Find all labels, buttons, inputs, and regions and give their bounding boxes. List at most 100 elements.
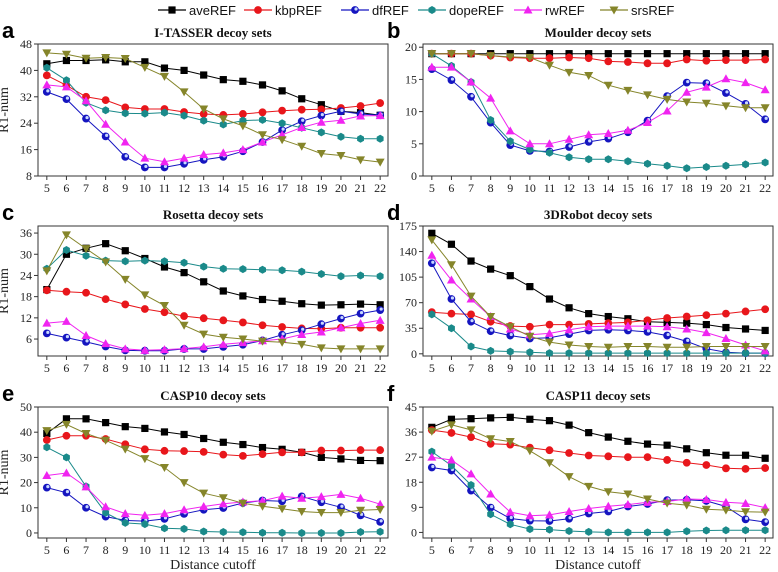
data-point bbox=[317, 453, 325, 461]
series-aveREF bbox=[428, 50, 769, 58]
series-line bbox=[46, 435, 381, 457]
data-point bbox=[662, 322, 672, 331]
data-point bbox=[742, 349, 749, 358]
data-point bbox=[297, 142, 307, 151]
data-point bbox=[761, 55, 770, 64]
data-point bbox=[643, 316, 652, 325]
data-point bbox=[564, 68, 574, 77]
data-point bbox=[526, 348, 534, 357]
data-point bbox=[526, 415, 534, 423]
data-point bbox=[278, 323, 287, 331]
data-point bbox=[525, 332, 535, 341]
data-point bbox=[297, 105, 306, 114]
x-tick-label: 13 bbox=[583, 361, 595, 375]
data-point bbox=[160, 64, 169, 72]
data-point bbox=[81, 54, 91, 63]
y-tick-label: 35 bbox=[405, 321, 417, 335]
data-point bbox=[160, 446, 169, 455]
data-point bbox=[81, 429, 91, 438]
y-tick-label: 10 bbox=[405, 105, 417, 119]
data-point bbox=[259, 528, 266, 537]
data-point bbox=[467, 481, 475, 489]
x-tick-label: 16 bbox=[642, 181, 654, 195]
series-kbpREF bbox=[427, 49, 770, 68]
series-kbpREF bbox=[42, 71, 385, 119]
x-tick-label: 11 bbox=[544, 181, 556, 195]
x-tick-label: 17 bbox=[276, 361, 288, 375]
series-dfREF bbox=[42, 306, 385, 355]
data-point bbox=[81, 96, 91, 105]
data-point bbox=[356, 111, 366, 120]
data-point bbox=[277, 136, 287, 145]
data-point bbox=[258, 502, 268, 511]
data-point bbox=[624, 50, 632, 58]
data-point bbox=[545, 50, 554, 58]
x-tick-label: 20 bbox=[335, 181, 347, 195]
x-tick-label: 22 bbox=[374, 361, 386, 375]
series-line bbox=[46, 319, 381, 351]
data-point bbox=[663, 331, 672, 340]
data-point bbox=[722, 349, 730, 358]
y-tick-label: 18 bbox=[20, 290, 32, 304]
data-point bbox=[159, 463, 169, 472]
legend-label: aveREF bbox=[189, 3, 236, 18]
series-line bbox=[431, 66, 766, 145]
panel-letter: b bbox=[387, 18, 400, 43]
series-line bbox=[431, 456, 766, 517]
data-point bbox=[643, 327, 652, 336]
x-tick-label: 12 bbox=[178, 361, 190, 375]
x-tick-label: 15 bbox=[622, 543, 634, 557]
series-srsREF bbox=[427, 50, 770, 113]
data-point bbox=[62, 56, 71, 65]
data-point bbox=[487, 265, 495, 273]
data-point bbox=[238, 335, 248, 344]
x-tick-label: 7 bbox=[468, 181, 474, 195]
data-point bbox=[160, 308, 169, 317]
data-point bbox=[375, 506, 385, 515]
data-point bbox=[120, 509, 130, 518]
y-tick-label: 27 bbox=[405, 450, 417, 464]
data-point bbox=[663, 528, 671, 537]
legend-label: dfREF bbox=[372, 3, 409, 18]
data-point bbox=[741, 451, 750, 459]
data-point bbox=[219, 316, 228, 325]
data-point bbox=[121, 103, 130, 112]
y-tick-label: 36 bbox=[20, 226, 32, 240]
data-point bbox=[663, 59, 672, 68]
data-point bbox=[278, 119, 286, 128]
x-tick-label: 21 bbox=[740, 543, 752, 557]
y-tick-label: 30 bbox=[20, 247, 32, 261]
data-point bbox=[624, 157, 632, 166]
data-point bbox=[61, 468, 71, 477]
data-point bbox=[682, 324, 692, 333]
data-point bbox=[722, 56, 730, 64]
x-tick-label: 15 bbox=[622, 181, 634, 195]
data-point bbox=[447, 309, 456, 318]
x-tick-label: 17 bbox=[661, 181, 673, 195]
data-point bbox=[701, 343, 711, 352]
x-tick-label: 10 bbox=[524, 181, 536, 195]
data-point bbox=[219, 264, 227, 273]
data-point bbox=[101, 96, 110, 104]
x-tick-label: 19 bbox=[315, 543, 327, 557]
data-point bbox=[701, 82, 711, 91]
data-point bbox=[61, 82, 71, 91]
data-point bbox=[663, 349, 671, 358]
data-point bbox=[644, 528, 651, 537]
y-tick-label: 40 bbox=[20, 425, 32, 439]
data-point bbox=[584, 322, 594, 331]
data-point bbox=[565, 320, 573, 329]
data-point bbox=[317, 446, 326, 455]
data-point bbox=[121, 109, 129, 118]
data-point bbox=[297, 448, 306, 457]
series-line bbox=[431, 429, 766, 470]
data-point bbox=[741, 104, 751, 113]
data-point bbox=[375, 158, 385, 167]
data-point bbox=[317, 111, 326, 120]
data-point bbox=[525, 54, 535, 63]
y-tick-label: 18 bbox=[405, 475, 417, 489]
panel-letter: a bbox=[2, 18, 15, 43]
x-tick-label: 10 bbox=[524, 543, 536, 557]
data-point bbox=[447, 76, 456, 84]
data-point bbox=[526, 283, 534, 291]
